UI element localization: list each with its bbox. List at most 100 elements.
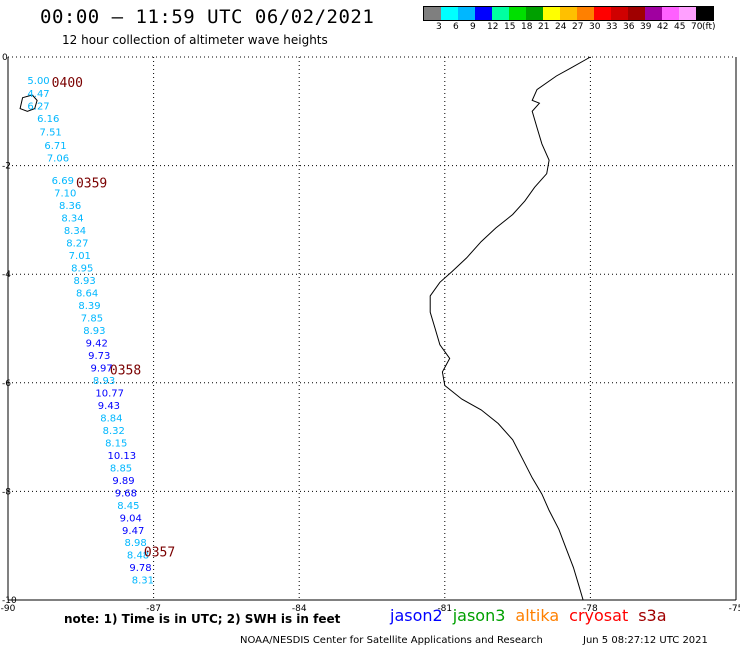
wave-height-label: 8.32 xyxy=(103,426,125,437)
wave-height-label: 8.34 xyxy=(61,214,83,225)
wave-height-label: 6.71 xyxy=(44,141,66,152)
colorbar-swatch xyxy=(424,7,441,20)
colorbar-labels: 3 6 9 12 15 18 21 24 27 30 33 36 39 42 45 70 (ft) xyxy=(423,22,740,36)
wave-height-labels: 5.00 4.47 6.276.16 7.51 6.717.06 6.69 7.108.36… xyxy=(27,76,154,587)
colorbar-label: 39 xyxy=(640,22,652,32)
satellite-legend: jason2 jason3 altika cryosat s3a xyxy=(390,606,677,625)
colorbar-label: 18 xyxy=(521,22,533,32)
colorbar xyxy=(423,6,714,21)
colorbar-swatch xyxy=(475,7,492,20)
colorbar-swatch xyxy=(441,7,458,20)
wave-height-label: 8.95 xyxy=(71,263,93,274)
wave-height-label: 8.45 xyxy=(117,501,139,512)
lat-tick-label: -10 xyxy=(2,596,17,606)
satellite-legend-item: s3a xyxy=(638,606,667,625)
satellite-legend-item: cryosat xyxy=(569,606,629,625)
wave-height-label: 8.64 xyxy=(76,288,98,299)
wave-height-label: 8.93 xyxy=(74,276,96,287)
colorbar-label: 30 xyxy=(589,22,601,32)
colorbar-swatch xyxy=(509,7,526,20)
lat-tick-label: 0 xyxy=(2,53,8,63)
colorbar-label: 33 xyxy=(606,22,618,32)
colorbar-swatch xyxy=(526,7,543,20)
wave-height-label: 9.42 xyxy=(86,338,108,349)
wave-height-label: 8.31 xyxy=(132,576,154,587)
chart-title: 00:00 – 11:59 UTC 06/02/2021 xyxy=(40,6,375,28)
colorbar-swatch xyxy=(662,7,679,20)
wave-height-label: 7.10 xyxy=(54,189,76,200)
chart-subtitle: 12 hour collection of altimeter wave hei… xyxy=(62,33,328,47)
colorbar-label: 70 xyxy=(691,22,703,32)
lon-tick-label: -78 xyxy=(583,604,598,614)
time-label: 0357 xyxy=(144,546,175,561)
wave-height-label: 6.69 xyxy=(52,176,74,187)
wave-height-label: 7.51 xyxy=(40,128,62,139)
lat-tick-label: -6 xyxy=(2,379,11,389)
colorbar-swatch xyxy=(594,7,611,20)
colorbar-swatch xyxy=(560,7,577,20)
wave-height-label: 9.73 xyxy=(88,351,110,362)
coastline xyxy=(429,56,591,601)
wave-height-label: 10.13 xyxy=(107,451,136,462)
wave-height-label: 10.77 xyxy=(95,388,124,399)
colorbar-label: 24 xyxy=(555,22,567,32)
satellite-legend-item: altika xyxy=(515,606,560,625)
wave-height-label: 8.15 xyxy=(105,438,127,449)
colorbar-label: 15 xyxy=(504,22,516,32)
time-label: 0359 xyxy=(76,176,107,191)
credit-timestamp: Jun 5 08:27:12 UTC 2021 xyxy=(583,635,708,646)
wave-height-label: 8.93 xyxy=(93,376,115,387)
wave-height-label: 8.85 xyxy=(110,463,132,474)
wave-height-label: 8.93 xyxy=(83,326,105,337)
footnote: note: 1) Time is in UTC; 2) SWH is in fe… xyxy=(64,612,341,626)
wave-height-label: 7.06 xyxy=(47,153,69,164)
colorbar-swatch xyxy=(611,7,628,20)
lon-tick-label: -90 xyxy=(1,604,16,614)
colorbar-label: 42 xyxy=(657,22,669,32)
credit-text: NOAA/NESDIS Center for Satellite Applica… xyxy=(240,635,543,646)
wave-height-label: 9.68 xyxy=(115,488,137,499)
wave-height-label: 8.27 xyxy=(66,239,88,250)
colorbar-swatch xyxy=(577,7,594,20)
colorbar-label: 9 xyxy=(470,22,476,32)
wave-height-label: 8.36 xyxy=(59,201,81,212)
wave-height-label: 8.34 xyxy=(64,226,86,237)
colorbar-label: 6 xyxy=(453,22,459,32)
wave-height-label: 9.89 xyxy=(112,476,134,487)
colorbar-swatch xyxy=(492,7,509,20)
colorbar-label: 36 xyxy=(623,22,635,32)
colorbar-label: 12 xyxy=(487,22,499,32)
wave-height-label: 9.04 xyxy=(120,513,142,524)
colorbar-swatch xyxy=(458,7,475,20)
lon-tick-label: -75 xyxy=(729,604,740,614)
lat-tick-label: -2 xyxy=(2,162,11,172)
wave-height-label: 9.97 xyxy=(91,363,113,374)
colorbar-label: (ft) xyxy=(702,22,716,32)
colorbar-label: 21 xyxy=(538,22,550,32)
lon-tick-label: -87 xyxy=(146,604,161,614)
colorbar-swatch xyxy=(679,7,696,20)
wave-height-label: 6.16 xyxy=(37,114,59,125)
lon-tick-label: -84 xyxy=(292,604,307,614)
wave-height-label: 7.85 xyxy=(81,313,103,324)
colorbar-swatch xyxy=(628,7,645,20)
colorbar-label: 27 xyxy=(572,22,584,32)
wave-height-label: 8.98 xyxy=(124,538,146,549)
lon-tick-label: -81 xyxy=(437,604,452,614)
axis-tick-labels: -90 -87 -84 -81 -78 -75 0 -2 -4 -6 -8 -10 xyxy=(1,53,740,614)
wave-height-label: 8.48 xyxy=(127,551,149,562)
satellite-legend-item: jason2 xyxy=(390,606,443,625)
wave-height-label: 4.47 xyxy=(27,89,49,100)
time-label: 0400 xyxy=(52,76,83,91)
time-labels: 0400 0359 0358 0357 xyxy=(52,76,176,561)
colorbar-label: 45 xyxy=(674,22,686,32)
colorbar-swatch xyxy=(645,7,662,20)
colorbar-label: 3 xyxy=(436,22,442,32)
wave-height-label: 5.00 xyxy=(27,76,49,87)
colorbar-swatch xyxy=(696,7,713,20)
wave-height-label: 8.84 xyxy=(100,413,122,424)
colorbar-swatch xyxy=(543,7,560,20)
wave-height-label: 9.47 xyxy=(122,526,144,537)
wave-height-label: 6.27 xyxy=(27,102,49,113)
